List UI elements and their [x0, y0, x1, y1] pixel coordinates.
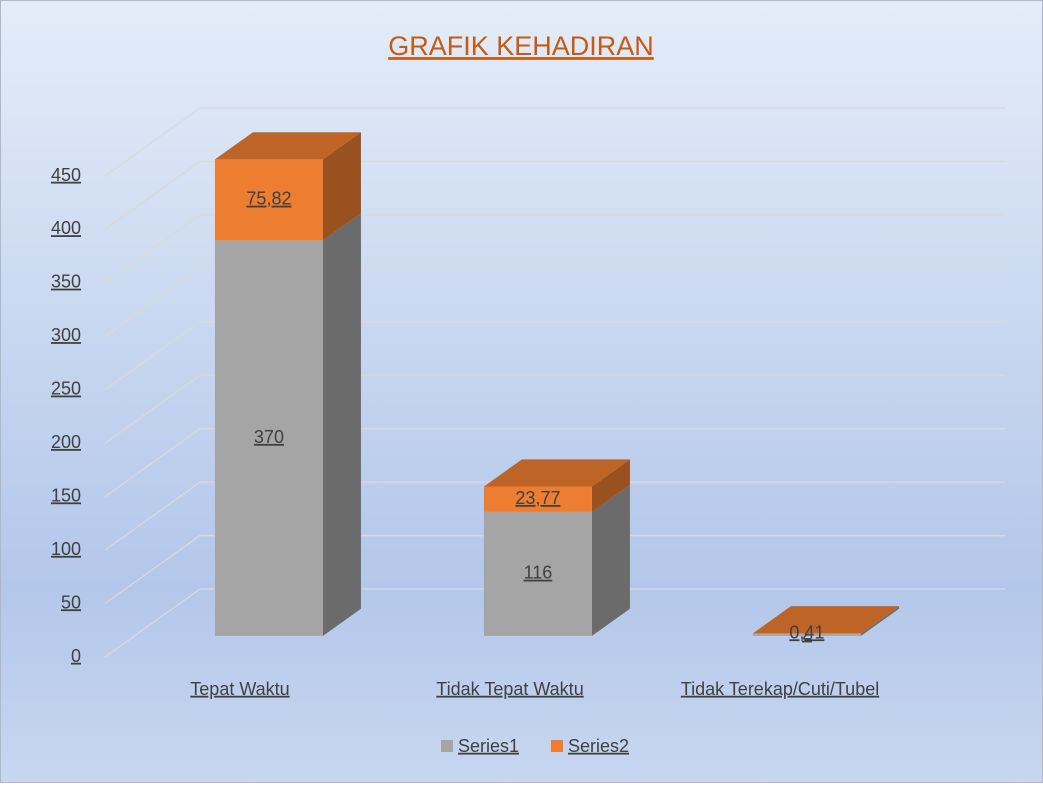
y-tick-label: 250	[51, 379, 81, 399]
x-tick-label: Tidak Terekap/Cuti/Tubel	[681, 679, 879, 699]
data-label: 0,41	[789, 622, 824, 642]
y-tick-label: 100	[51, 539, 81, 559]
y-tick-label: 350	[51, 272, 81, 292]
y-tick-label: 50	[61, 592, 81, 612]
y-tick-label: 150	[51, 485, 81, 505]
legend-label: Series2	[568, 736, 629, 756]
x-tick-label: Tidak Tepat Waktu	[436, 679, 583, 699]
y-tick-label: 300	[51, 325, 81, 345]
legend-swatch	[551, 740, 563, 752]
y-tick-label: 450	[51, 165, 81, 185]
data-label: 75,82	[246, 189, 291, 209]
legend-swatch	[441, 740, 453, 752]
y-tick-label: 0	[71, 646, 81, 666]
y-tick-label: 200	[51, 432, 81, 452]
data-label: 370	[254, 427, 284, 447]
data-label: 116	[524, 563, 553, 583]
bar-side	[323, 213, 361, 636]
y-tick-label: 400	[51, 218, 81, 238]
bar-segment	[215, 132, 361, 240]
chart-title: GRAFIK KEHADIRAN	[388, 31, 654, 61]
data-label: 23,77	[515, 488, 560, 508]
bar-segment	[215, 213, 361, 636]
legend-label: Series1	[458, 736, 519, 756]
x-tick-label: Tepat Waktu	[190, 679, 289, 699]
